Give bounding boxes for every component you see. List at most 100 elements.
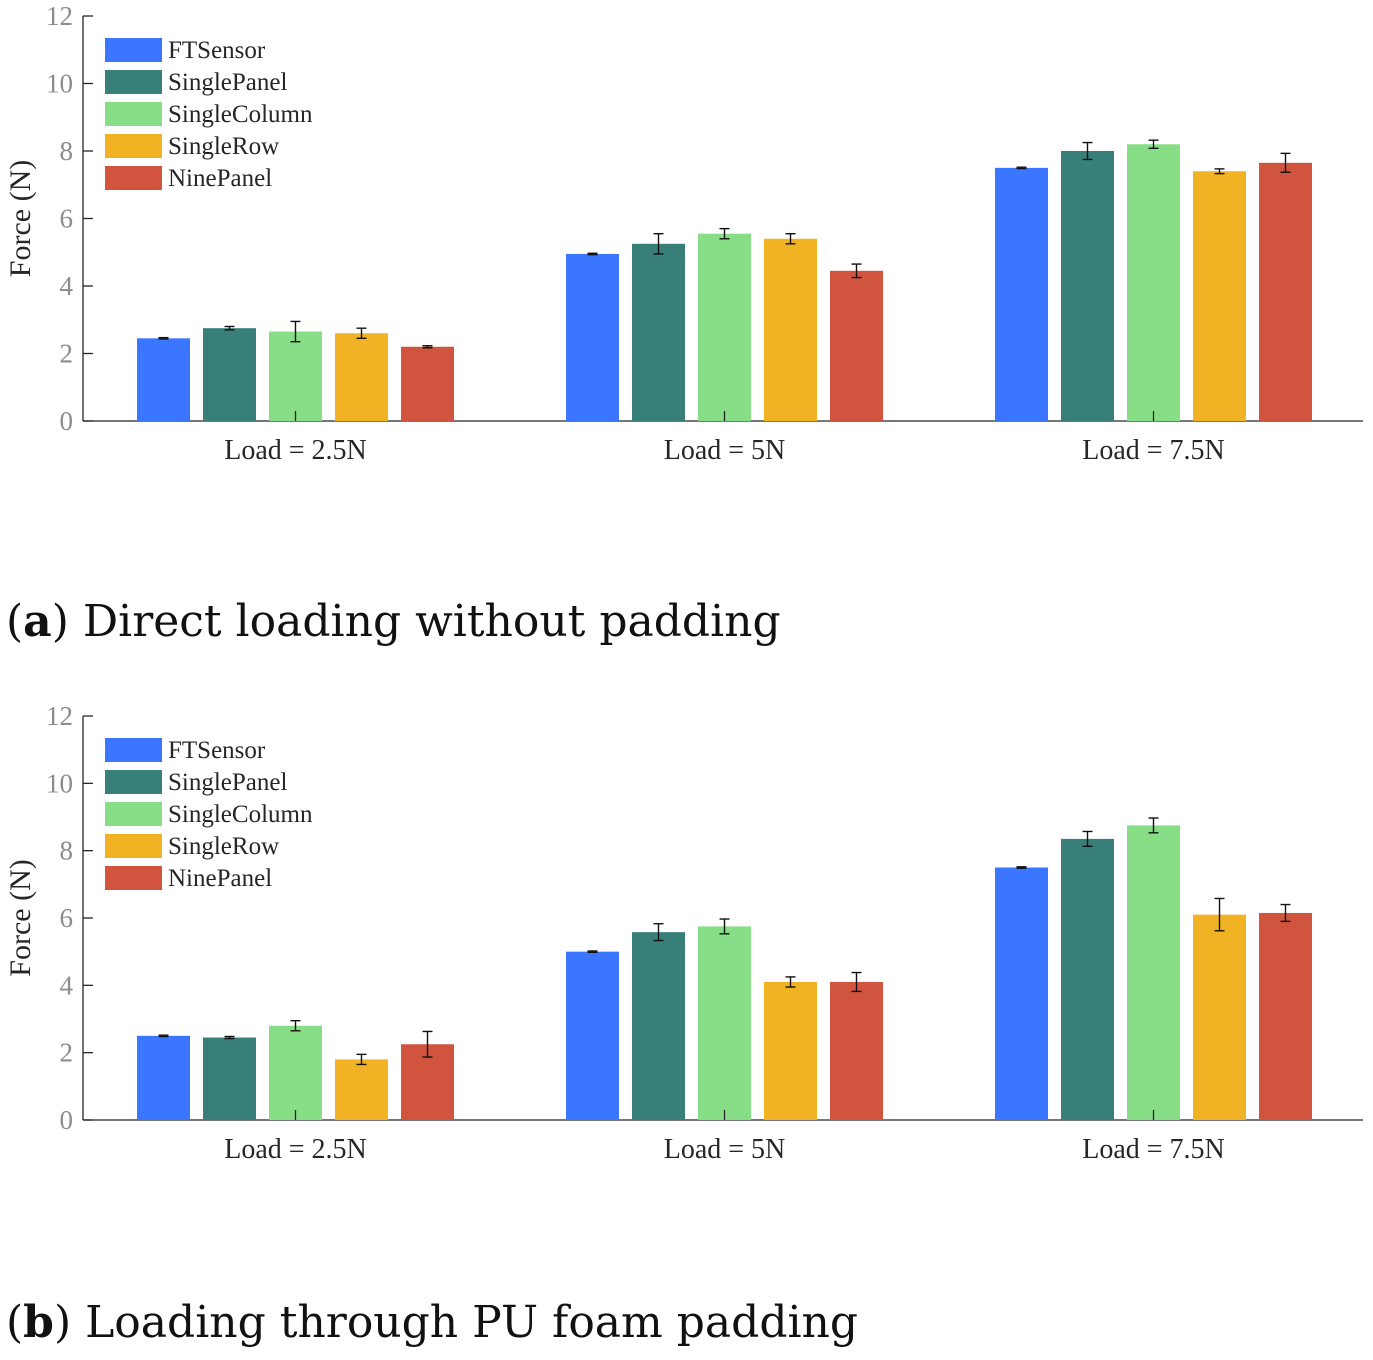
y-axis-label: Force (N) [4,859,37,976]
error-bar [224,1035,235,1040]
error-bar [719,227,730,240]
bar-ninepanel-2 [830,981,883,1120]
y-tick-label: 10 [46,69,73,99]
bar-singlerow-1 [335,333,388,421]
legend-swatch-ninepanel [105,166,162,190]
legend-swatch-singlepanel [105,70,162,94]
caption-label: a [23,596,52,647]
error-bar [587,252,598,256]
x-tick-label: Load = 2.5N [224,1134,367,1165]
legend-swatch-ninepanel [105,866,162,890]
error-bar [587,950,598,954]
error-bar [851,971,862,993]
y-tick-label: 0 [60,406,74,436]
legend-swatch-ftsensor [105,738,162,762]
bar-ninepanel-3 [1259,162,1312,421]
error-bar [1016,166,1027,170]
legend-label-ftsensor: FTSensor [168,737,266,764]
legend-swatch-singlepanel [105,770,162,794]
y-tick-label: 8 [60,836,74,866]
chart-panel-b: 0 2 4 6 8 10 12 Force (N) Load = 2.5N Load = 5N Lo… [4,701,1363,1348]
x-tick-label: Load = 7.5N [1082,1134,1225,1165]
caption-label: b [23,1297,54,1348]
legend-label-ftsensor: FTSensor [168,37,266,64]
error-bar [1280,152,1291,173]
bar-ftsensor-3 [995,867,1048,1120]
error-bar [1280,903,1291,923]
caption-text: ) Loading through PU foam padding [54,1297,858,1348]
x-tick-label: Load = 2.5N [224,435,367,466]
error-bar [290,1019,301,1032]
bar-singlerow-2 [764,238,817,421]
bar-singlecolumn-2 [698,233,751,421]
caption-paren-open: ( [6,1297,23,1348]
bar-singlecolumn-1 [269,331,322,421]
legend-swatch-singlecolumn [105,802,162,826]
error-bar [290,320,301,343]
y-tick-label: 10 [46,768,73,798]
error-bar [785,976,796,988]
error-bar [1082,141,1093,161]
caption: (b) Loading through PU foam padding [6,1297,858,1348]
bar-singlecolumn-1 [269,1025,322,1120]
y-tick-label: 6 [60,903,74,933]
legend-label-singlerow: SingleRow [168,833,279,860]
error-bar [1148,139,1159,150]
legend-swatch-singlerow [105,134,162,158]
error-bar [719,918,730,935]
bar-ftsensor-2 [566,253,619,421]
caption-paren-open: ( [6,596,23,647]
error-bar [1016,866,1027,869]
legend-label-ninepanel: NinePanel [168,165,272,192]
error-bar [653,923,664,942]
x-tick-label: Load = 5N [664,435,786,466]
legend-label-singlepanel: SinglePanel [168,69,287,96]
caption: (a) Direct loading without padding [6,596,781,647]
legend-label-singlecolumn: SingleColumn [168,101,313,128]
bar-singlecolumn-2 [698,926,751,1120]
error-bar [422,345,433,349]
y-tick-label: 4 [60,970,74,1000]
error-bar [1214,897,1225,932]
x-tick-label: Load = 5N [664,1134,786,1165]
error-bar [653,232,664,255]
bar-singlerow-3 [1193,171,1246,421]
y-tick-label: 8 [60,136,74,166]
legend-swatch-ftsensor [105,38,162,62]
bar-singlepanel-2 [632,243,685,421]
bar-singlepanel-3 [1061,838,1114,1120]
error-bar [1214,168,1225,175]
caption-text: ) Direct loading without padding [52,596,781,647]
legend-label-singlepanel: SinglePanel [168,769,287,796]
y-tick-label: 0 [60,1105,74,1135]
error-bar [158,1034,169,1038]
bar-singlerow-3 [1193,914,1246,1120]
y-tick-label: 12 [46,701,73,731]
bar-ninepanel-1 [401,346,454,421]
bar-ninepanel-3 [1259,912,1312,1120]
y-tick-label: 2 [60,1038,74,1068]
y-tick-label: 2 [60,339,74,369]
y-tick-label: 12 [46,1,73,31]
legend-label-ninepanel: NinePanel [168,865,272,892]
legend-swatch-singlerow [105,834,162,858]
error-bar [851,263,862,279]
y-axis-label: Force (N) [4,160,37,277]
bar-ftsensor-1 [137,338,190,421]
error-bar [356,1053,367,1066]
bar-singlecolumn-3 [1127,825,1180,1120]
legend-label-singlecolumn: SingleColumn [168,801,313,828]
legend: FTSensor SinglePanel SingleColumn SingleRow… [105,37,313,192]
bar-ftsensor-2 [566,951,619,1120]
error-bar [1082,830,1093,847]
bar-singlepanel-1 [203,328,256,421]
bar-singlecolumn-3 [1127,144,1180,421]
bar-ftsensor-1 [137,1035,190,1120]
error-bar [422,1030,433,1058]
error-bar [356,327,367,340]
bar-ftsensor-3 [995,167,1048,421]
bar-singlepanel-1 [203,1037,256,1120]
legend-label-singlerow: SingleRow [168,133,279,160]
x-tick-label: Load = 7.5N [1082,435,1225,466]
